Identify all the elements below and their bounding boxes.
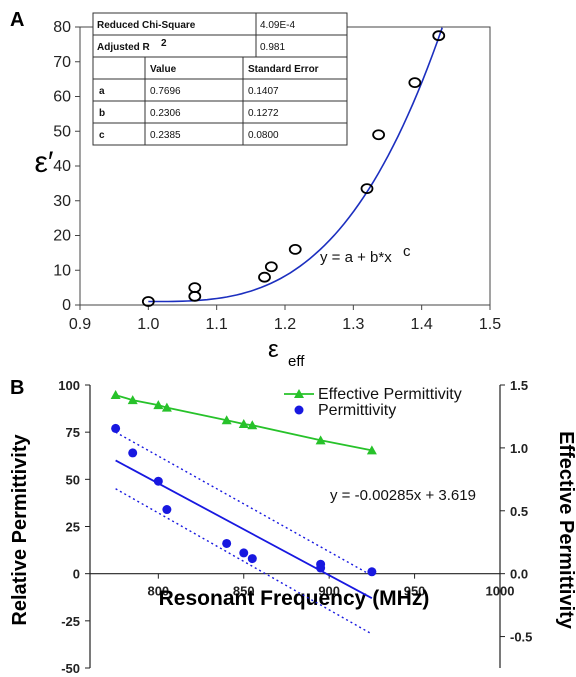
- y2-tick-label: 0.5: [510, 504, 528, 519]
- y-tick-label: 60: [53, 89, 71, 106]
- permittivity-point: [239, 548, 249, 558]
- x-tick-label: 900: [318, 584, 340, 599]
- data-point: [264, 261, 278, 273]
- permittivity-point: [367, 567, 377, 577]
- permittivity-point: [128, 448, 138, 458]
- table-stat-sup: 2: [161, 38, 167, 49]
- table-stat-value: 4.09E-4: [260, 20, 295, 31]
- y2-tick-label: 1.5: [510, 378, 528, 393]
- data-point: [360, 183, 374, 194]
- y-tick-label: 40: [53, 158, 71, 175]
- param-error: 0.0800: [248, 130, 279, 141]
- legend-label-effective: Effective Permittivity: [318, 386, 462, 403]
- x-axis-title: ε: [268, 336, 279, 363]
- x-tick-label: 1000: [486, 584, 515, 599]
- y-tick-label: 0: [73, 567, 80, 582]
- panel-a-chart: 0 10 20 30 40 50 60 70 80 0.9 1.0 1.1 1.2 1.3 1.4 1.5 ε′…: [35, 12, 501, 370]
- data-point: [258, 271, 271, 283]
- y2-tick-label: 1.0: [510, 441, 528, 456]
- x-tick-label: 1.2: [274, 316, 296, 333]
- y2-axis-title: Effective Permittivity: [555, 431, 576, 630]
- data-point: [408, 77, 422, 88]
- table-header: Value: [150, 64, 177, 75]
- legend-label-permittivity: Permittivity: [318, 402, 396, 419]
- y-tick-label: 50: [53, 123, 71, 140]
- data-point: [188, 290, 202, 302]
- effective-permittivity-point: [153, 400, 164, 410]
- data-point: [188, 282, 202, 294]
- x-tick-label: 1.5: [479, 316, 501, 333]
- x-tick-label: 1.3: [342, 316, 364, 333]
- x-tick-label: 800: [147, 584, 169, 599]
- y-tick-label: 80: [53, 19, 71, 36]
- y-tick-label: 75: [66, 425, 80, 440]
- effective-permittivity-point: [238, 418, 249, 428]
- permittivity-point: [162, 505, 172, 515]
- y-tick-label: 70: [53, 54, 71, 71]
- y-tick-label: 10: [53, 262, 71, 279]
- effective-permittivity-point: [221, 415, 232, 425]
- fit-equation: y = a + b*x: [320, 249, 392, 266]
- param-value: 0.2385: [150, 130, 181, 141]
- y-tick-label: 0: [62, 297, 71, 314]
- x-tick-label: 1.1: [206, 316, 228, 333]
- fit-equation-sup: c: [403, 243, 411, 260]
- data-point: [141, 296, 155, 307]
- permittivity-point: [153, 476, 163, 486]
- x-tick-label: 1.0: [137, 316, 159, 333]
- panel-b-chart: 100 75 50 25 0 -25 -50 1.5 1.0 0.5 0.0 -0.5 800 850 90…: [9, 378, 576, 676]
- permittivity-point: [111, 423, 121, 433]
- x-tick-label: 0.9: [69, 316, 91, 333]
- param-name: a: [99, 86, 105, 97]
- x-axis-title-sub: eff: [288, 353, 305, 370]
- param-name: b: [99, 108, 105, 119]
- permittivity-point: [222, 538, 232, 548]
- x-tick-label: 1.4: [411, 316, 433, 333]
- panel-a-letter: A: [10, 9, 24, 31]
- fit-table: Reduced Chi-Square 4.09E-4 Adjusted R 0.981…: [92, 12, 348, 146]
- param-error: 0.1407: [248, 86, 279, 97]
- y-axis-title: Relative Permittivity: [9, 434, 31, 626]
- effective-permittivity-point: [247, 420, 258, 430]
- panel-b-letter: B: [10, 377, 24, 399]
- table-stat-value: 0.981: [260, 42, 285, 53]
- effective-permittivity-point: [161, 402, 172, 412]
- y-tick-label: 25: [66, 520, 80, 535]
- y-tick-label: 50: [66, 472, 80, 487]
- fit-equation: y = -0.00285x + 3.619: [330, 487, 476, 504]
- effective-permittivity-point: [366, 445, 377, 455]
- param-value: 0.2306: [150, 108, 181, 119]
- effective-permittivity-point: [110, 390, 121, 400]
- param-error: 0.1272: [248, 108, 279, 119]
- param-value: 0.7696: [150, 86, 181, 97]
- y-tick-label: 100: [58, 378, 80, 393]
- confidence-band-lower: [115, 488, 373, 635]
- param-name: c: [99, 130, 105, 141]
- permittivity-point: [247, 554, 257, 564]
- data-point: [288, 243, 302, 255]
- x-tick-label: 850: [233, 584, 255, 599]
- data-point: [372, 129, 386, 141]
- y2-tick-label: -0.5: [510, 630, 532, 645]
- y-tick-label: -25: [61, 614, 80, 629]
- y2-tick-label: 0.0: [510, 567, 528, 582]
- effective-permittivity-point: [127, 395, 138, 405]
- y-tick-label: 20: [53, 228, 71, 245]
- effective-permittivity-point: [315, 435, 326, 445]
- table-stat-label: Adjusted R: [97, 42, 151, 53]
- y-tick-label: 30: [53, 193, 71, 210]
- y-axis-title: ε′: [35, 146, 54, 179]
- permittivity-point: [316, 563, 326, 573]
- x-tick-label: 950: [404, 584, 426, 599]
- table-stat-label: Reduced Chi-Square: [97, 20, 196, 31]
- confidence-band-upper: [115, 431, 373, 577]
- legend-marker-effective: [294, 389, 304, 398]
- legend-marker-permittivity: [294, 405, 304, 415]
- data-point: [432, 30, 446, 42]
- y-tick-label: -50: [61, 661, 80, 676]
- table-header: Standard Error: [248, 64, 319, 75]
